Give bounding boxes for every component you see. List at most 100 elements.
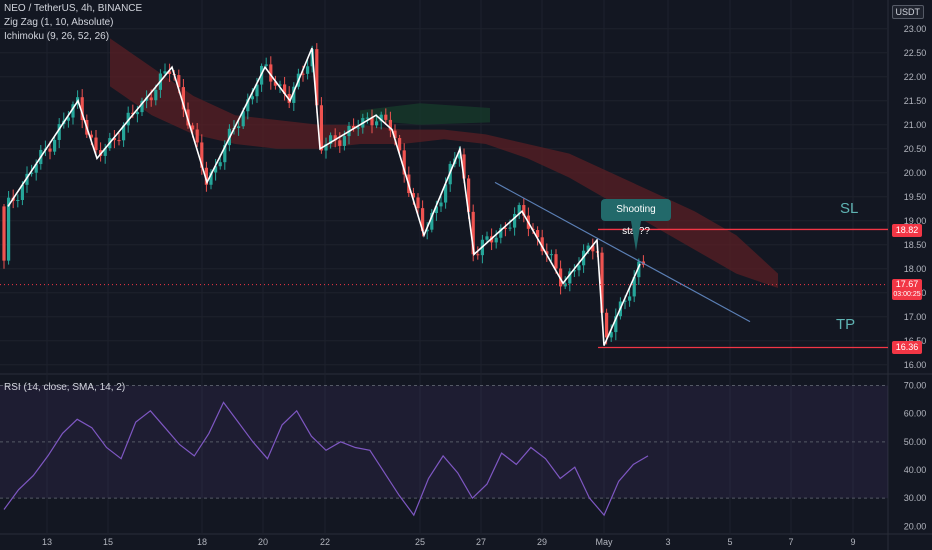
- candle-body: [609, 332, 613, 338]
- candle-body: [605, 312, 609, 338]
- candle-body: [250, 96, 254, 100]
- time-tick-label: 25: [415, 537, 425, 547]
- time-tick-label: 27: [476, 537, 486, 547]
- time-tick-label: 3: [665, 537, 670, 547]
- price-tick-label: 20.50: [904, 144, 927, 154]
- candle-body: [264, 64, 268, 66]
- currency-badge[interactable]: USDT: [891, 5, 924, 19]
- candle-body: [200, 142, 204, 168]
- candle-body: [191, 125, 195, 130]
- time-tick-label: 18: [197, 537, 207, 547]
- candle-body: [117, 140, 121, 142]
- shooting-star-callout[interactable]: Shooting star??: [601, 199, 671, 237]
- rsi-tick-label: 70.00: [904, 380, 927, 390]
- zigzag-legend[interactable]: Zig Zag (1, 10, Absolute): [4, 17, 114, 28]
- candle-body: [112, 138, 116, 141]
- price-tick-label: 18.00: [904, 264, 927, 274]
- time-tick-label: 20: [258, 537, 268, 547]
- rsi-pane: [0, 384, 888, 517]
- rsi-tick-label: 30.00: [904, 493, 927, 503]
- candle-body: [131, 112, 135, 115]
- candle-body: [536, 230, 540, 238]
- sl-label[interactable]: SL: [840, 200, 859, 217]
- candle-body: [375, 121, 379, 126]
- drawing-overlays[interactable]: [0, 181, 888, 349]
- candle-body: [135, 112, 139, 115]
- candle-body: [623, 300, 627, 302]
- time-tick-label: 13: [42, 537, 52, 547]
- candle-body: [540, 237, 544, 252]
- candle-body: [209, 172, 213, 185]
- candle-body: [181, 87, 185, 110]
- rsi-legend[interactable]: RSI (14, close, SMA, 14, 2): [4, 382, 126, 393]
- price-tick-label: 17.00: [904, 312, 927, 322]
- candle-body: [554, 254, 558, 269]
- sl-price-tag: 18.82: [892, 224, 922, 237]
- candle-body: [600, 252, 604, 313]
- candle-body: [34, 164, 38, 173]
- price-tick-label: 21.50: [904, 96, 927, 106]
- tp-price-tag: 16.36: [892, 341, 922, 354]
- candle-body: [273, 81, 277, 86]
- candle-body: [563, 283, 567, 287]
- symbol-legend[interactable]: NEO / TetherUS, 4h, BINANCE: [4, 3, 143, 14]
- candle-body: [278, 84, 282, 86]
- candle-body: [632, 277, 636, 297]
- time-tick-label: 9: [850, 537, 855, 547]
- time-tick-label: 29: [537, 537, 547, 547]
- candle-body: [434, 206, 438, 214]
- candle-body: [430, 213, 434, 230]
- price-tick-label: 22.50: [904, 48, 927, 58]
- candle-body: [53, 139, 57, 152]
- price-tick-label: 19.00: [904, 216, 927, 226]
- candle-body: [586, 245, 590, 251]
- ichimoku-legend[interactable]: Ichimoku (9, 26, 52, 26): [4, 31, 110, 42]
- candle-body: [329, 135, 333, 145]
- candle-body: [425, 229, 429, 232]
- candle-body: [393, 130, 397, 139]
- price-tick-label: 21.00: [904, 120, 927, 130]
- rsi-tick-label: 40.00: [904, 465, 927, 475]
- candle-body: [223, 145, 227, 163]
- price-tick-label: 23.00: [904, 24, 927, 34]
- zigzag-line: [7, 47, 641, 346]
- ichimoku-cloud: [110, 38, 778, 289]
- candle-body: [140, 100, 144, 113]
- rsi-line: [3, 401, 649, 517]
- candle-body: [577, 265, 581, 271]
- candle-body: [319, 105, 323, 151]
- candle-body: [237, 126, 241, 129]
- candle-body: [103, 148, 107, 156]
- tp-label[interactable]: TP: [836, 316, 856, 333]
- candle-body: [94, 137, 98, 151]
- candle-body: [517, 205, 521, 214]
- candle-body: [338, 140, 342, 146]
- bar-countdown: 03:00:25: [893, 291, 921, 298]
- candle-body: [444, 184, 448, 203]
- candle-body: [241, 111, 245, 127]
- candle-body: [457, 154, 461, 159]
- rsi-tick-label: 50.00: [904, 437, 927, 447]
- candle-body: [370, 117, 374, 126]
- candle-body: [177, 75, 181, 88]
- candle-body: [333, 135, 337, 141]
- candle-body: [416, 197, 420, 209]
- time-tick-label: May: [595, 537, 613, 547]
- candle-body: [398, 138, 402, 151]
- zigzag-polyline: [7, 47, 641, 346]
- candle-body: [292, 86, 296, 103]
- candle-body: [16, 199, 20, 201]
- candle-body: [402, 150, 406, 175]
- current-price-tag: 17.67 03:00:25: [892, 279, 922, 300]
- candle-body: [485, 236, 489, 240]
- candle-body: [269, 64, 273, 82]
- candle-body: [255, 84, 259, 97]
- price-tick-label: 16.00: [904, 360, 927, 370]
- rsi-tick-label: 20.00: [904, 521, 927, 531]
- candle-body: [384, 114, 388, 120]
- candle-body: [462, 154, 466, 179]
- candle-body: [122, 125, 126, 141]
- candle-body: [494, 237, 498, 243]
